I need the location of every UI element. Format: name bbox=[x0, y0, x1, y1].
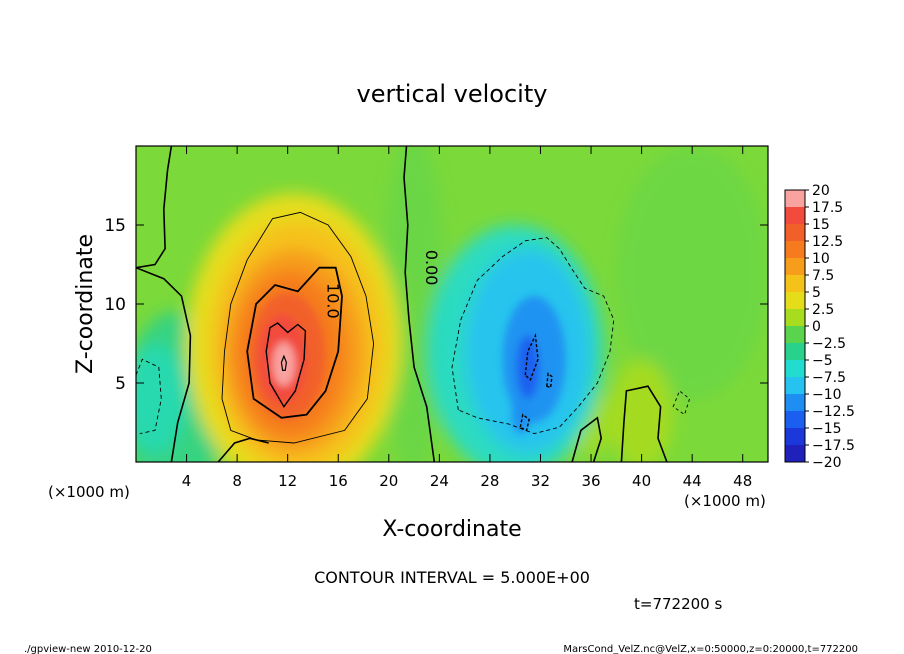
y-tick-label: 15 bbox=[104, 216, 126, 236]
colorbar-segment bbox=[785, 377, 805, 395]
zero-contour-left-bottom bbox=[136, 266, 192, 462]
updraft-peak bbox=[272, 341, 296, 387]
colorbar-segment bbox=[785, 309, 805, 327]
colorbar-label: 20 bbox=[812, 183, 830, 199]
velocity-field-detail bbox=[249, 292, 566, 434]
colorbar-label: 2.5 bbox=[812, 302, 834, 318]
colorbar-label: −17.5 bbox=[812, 438, 855, 454]
colorbar-label: −20 bbox=[812, 455, 842, 471]
x-axis: 4 8 12 16 20 24 28 32 36 40 44 48 bbox=[182, 146, 752, 490]
colorbar: 2017.51512.5107.552.50−2.5−5−7.5−10−12.5… bbox=[784, 183, 855, 471]
neutral-right bbox=[616, 146, 768, 399]
colorbar-label: −15 bbox=[812, 421, 842, 437]
colorbar-label: 12.5 bbox=[812, 234, 843, 250]
zero-contour-right bbox=[620, 385, 668, 462]
y-tick-label: 10 bbox=[104, 295, 126, 315]
colorbar-label: −7.5 bbox=[812, 370, 846, 386]
cool-core-left bbox=[136, 343, 187, 455]
x-unit-right: (×1000 m) bbox=[684, 492, 766, 510]
contour-label-zero: 0.00 bbox=[422, 250, 441, 286]
colorbar-label: −5 bbox=[812, 353, 833, 369]
contour-minus-5-left bbox=[136, 358, 162, 435]
x-tick-label: 16 bbox=[329, 472, 348, 490]
colorbar-segment bbox=[785, 445, 805, 463]
contour-lines bbox=[136, 146, 691, 462]
x-tick-label: 24 bbox=[430, 472, 449, 490]
zero-contour-base bbox=[217, 437, 269, 462]
contour-labels: 0.00 10.0 bbox=[324, 250, 441, 319]
plot-area bbox=[136, 146, 768, 462]
colorbar-label: −2.5 bbox=[812, 336, 846, 352]
x-tick-label: 48 bbox=[733, 472, 752, 490]
y-axis: 5 10 15 bbox=[104, 216, 768, 394]
colorbar-segment bbox=[785, 360, 805, 378]
time-stamp: t=772200 s bbox=[634, 595, 722, 613]
colorbar-segment bbox=[785, 326, 805, 344]
colorbar-label: −12.5 bbox=[812, 404, 855, 420]
colorbar-label: 5 bbox=[812, 285, 821, 301]
x-tick-label: 8 bbox=[232, 472, 242, 490]
colorbar-label: −10 bbox=[812, 387, 842, 403]
zero-contour-left-top bbox=[136, 146, 173, 269]
footer-left: ./gpview-new 2010-12-20 bbox=[24, 644, 152, 654]
contour-20 bbox=[280, 354, 288, 371]
contour-interval: CONTOUR INTERVAL = 5.000E+00 bbox=[314, 568, 590, 587]
colorbar-segment bbox=[785, 428, 805, 446]
downdraft-lower bbox=[511, 395, 532, 434]
colorbar-label: 10 bbox=[812, 251, 830, 267]
x-tick-label: 40 bbox=[632, 472, 651, 490]
colorbar-segment bbox=[785, 258, 805, 276]
colorbar-segment bbox=[785, 190, 805, 208]
footer-right: MarsCond_VelZ.nc@VelZ,x=0:50000,z=0:2000… bbox=[563, 644, 858, 654]
colorbar-segment bbox=[785, 241, 805, 259]
colorbar-segment bbox=[785, 343, 805, 361]
x-tick-label: 36 bbox=[581, 472, 600, 490]
colorbar-label: 0 bbox=[812, 319, 821, 335]
contour-10 bbox=[246, 266, 343, 419]
colorbar-label: 17.5 bbox=[812, 200, 843, 216]
x-tick-label: 20 bbox=[379, 472, 398, 490]
y-axis-label: Z-coordinate bbox=[73, 234, 98, 374]
colorbar-segment bbox=[785, 224, 805, 242]
contour-5 bbox=[221, 211, 375, 444]
contour-label-ten: 10.0 bbox=[324, 283, 343, 319]
contour-minus-10-small bbox=[546, 372, 553, 389]
x-tick-label: 4 bbox=[182, 472, 192, 490]
downdraft-core bbox=[516, 335, 540, 399]
colorbar-segment bbox=[785, 207, 805, 225]
chart-title: vertical velocity bbox=[357, 80, 548, 108]
colorbar-segment bbox=[785, 411, 805, 429]
colorbar-segment bbox=[785, 394, 805, 412]
y-tick-label: 5 bbox=[115, 374, 126, 394]
x-tick-label: 12 bbox=[278, 472, 297, 490]
colorbar-label: 15 bbox=[812, 217, 830, 233]
x-axis-label: X-coordinate bbox=[382, 517, 521, 542]
zero-contour-mid bbox=[571, 416, 603, 462]
x-tick-label: 28 bbox=[480, 472, 499, 490]
contour-15 bbox=[265, 322, 307, 408]
colorbar-label: 7.5 bbox=[812, 268, 834, 284]
colorbar-segment bbox=[785, 275, 805, 293]
colorbar-segment bbox=[785, 292, 805, 310]
x-tick-label: 44 bbox=[683, 472, 702, 490]
x-unit-left: (×1000 m) bbox=[48, 483, 130, 501]
contour-minus-10-lower bbox=[519, 413, 530, 432]
zero-contour-middle bbox=[403, 146, 436, 462]
x-tick-label: 32 bbox=[531, 472, 550, 490]
